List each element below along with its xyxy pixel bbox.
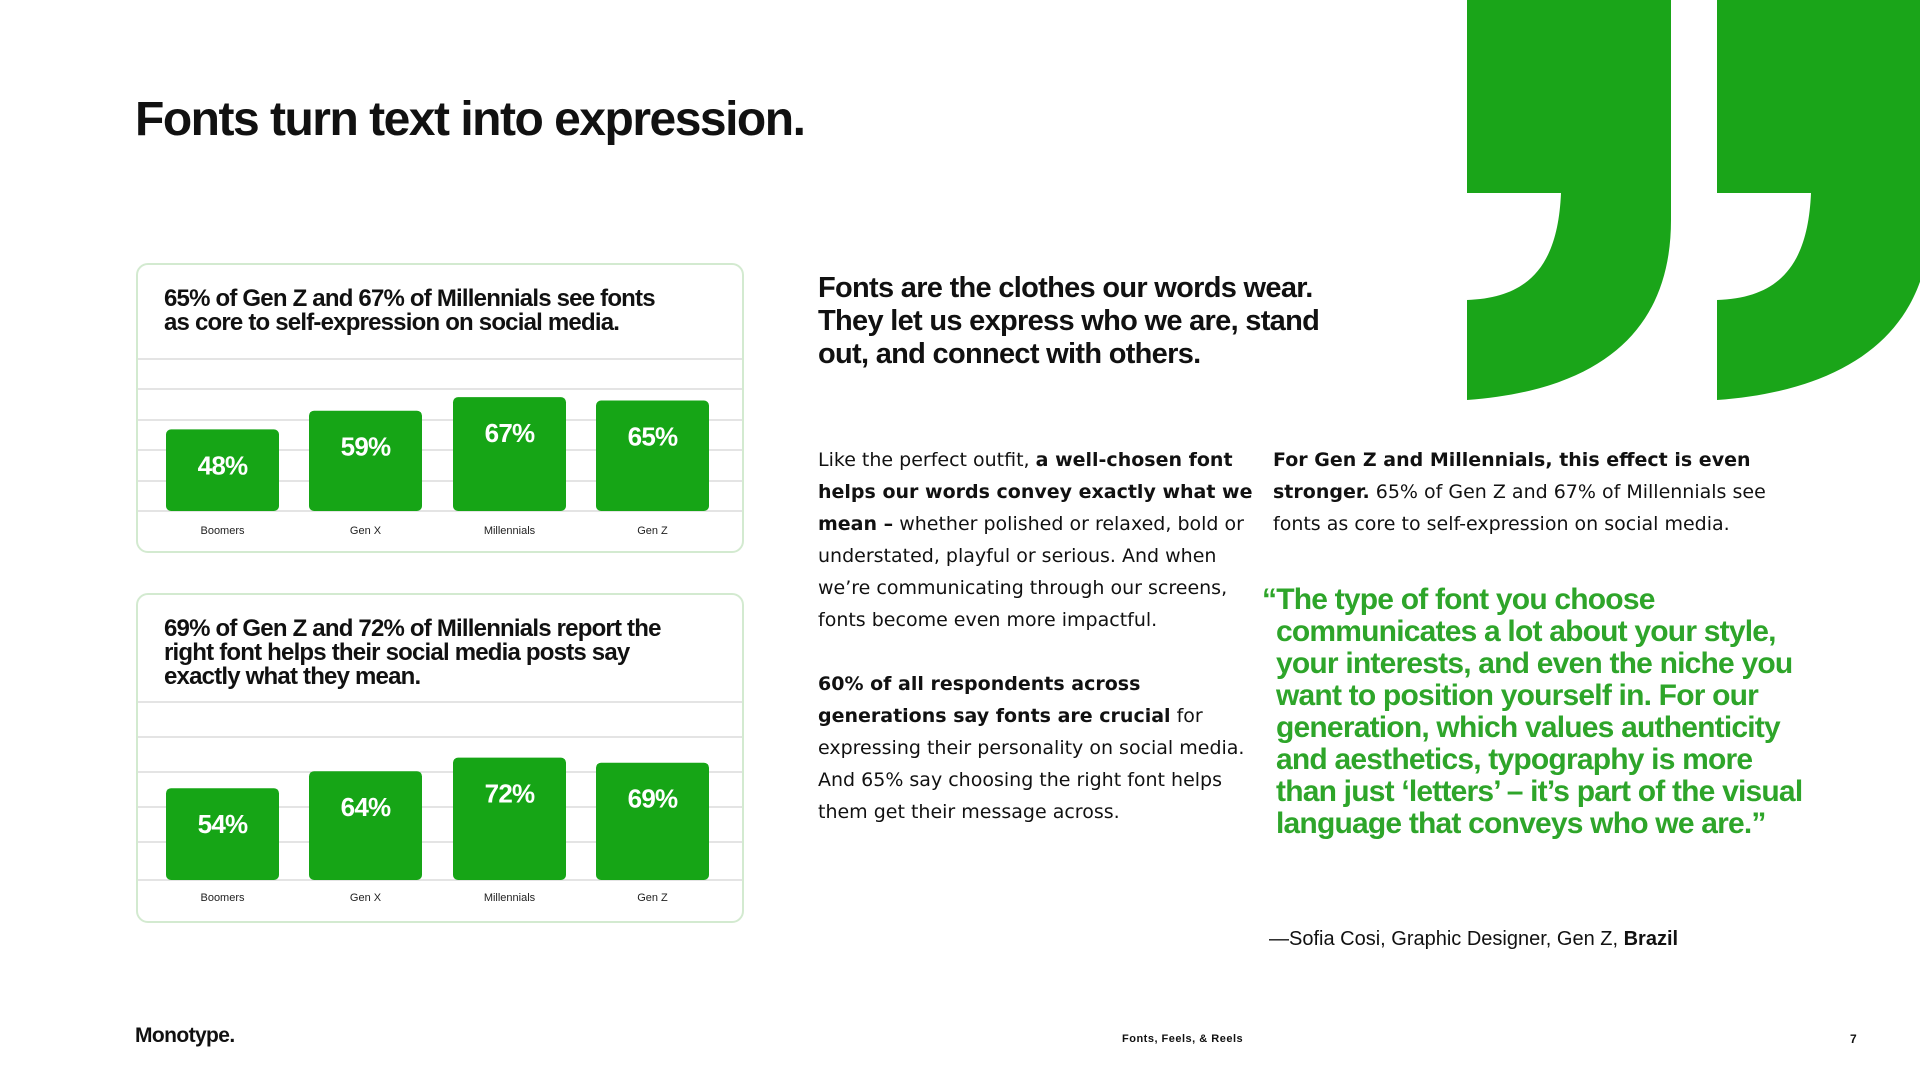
pull-quote: “The type of font you choose communicate… bbox=[1262, 583, 1803, 840]
category-label: Gen X bbox=[350, 525, 382, 537]
chart-card: 65% of Gen Z and 67% of Millennials see … bbox=[136, 263, 744, 553]
value-label: 72% bbox=[485, 778, 535, 808]
bold-text: a well-chosen font helps our words conve… bbox=[818, 449, 1253, 535]
bold-text: 60% of all respondents across generation… bbox=[818, 673, 1171, 727]
brand: Monotype. bbox=[135, 1024, 235, 1047]
bar bbox=[166, 429, 279, 511]
category-label: Boomers bbox=[200, 892, 245, 904]
attribution: —Sofia Cosi, Graphic Designer, Gen Z, Br… bbox=[1269, 928, 1678, 951]
value-label: 59% bbox=[341, 432, 391, 462]
text: Like the perfect outfit, bbox=[818, 449, 1036, 471]
page-number: 7 bbox=[1850, 1032, 1857, 1046]
chart-title: 69% of Gen Z and 72% of Millennials repo… bbox=[164, 615, 661, 690]
text: 65% of Gen Z and 67% of Millennials see … bbox=[1273, 481, 1766, 535]
chart-card: 69% of Gen Z and 72% of Millennials repo… bbox=[136, 593, 744, 923]
value-label: 65% bbox=[628, 421, 678, 451]
value-label: 64% bbox=[341, 792, 391, 822]
bar bbox=[166, 788, 279, 880]
category-label: Gen Z bbox=[637, 525, 668, 537]
quote-mark bbox=[1717, 0, 1920, 400]
paragraph: For Gen Z and Millennials, this effect i… bbox=[1273, 444, 1783, 540]
bold-text: Brazil bbox=[1623, 928, 1679, 950]
bar bbox=[596, 400, 709, 511]
chart: 48% Boomers 59% Gen X 67% Millennials 65% Gen Z bbox=[138, 358, 742, 537]
category-label: Millennials bbox=[484, 525, 536, 537]
bar bbox=[596, 762, 709, 880]
value-label: 69% bbox=[628, 784, 678, 814]
bold-text: For Gen Z and Millennials, this effect i… bbox=[1273, 449, 1751, 503]
text: whether polished or relaxed, bold or und… bbox=[818, 513, 1244, 631]
paragraph: Like the perfect outfit, a well-chosen f… bbox=[818, 444, 1258, 636]
category-label: Millennials bbox=[484, 892, 536, 904]
text: for expressing their personality on soci… bbox=[818, 705, 1245, 823]
report-name: Fonts, Feels, & Reels bbox=[1122, 1033, 1244, 1045]
statement: Fonts are the clothes our words wear. Th… bbox=[818, 272, 1320, 370]
value-label: 48% bbox=[198, 450, 248, 480]
value-label: 67% bbox=[485, 418, 535, 448]
page-title: Fonts turn text into expression. bbox=[135, 93, 806, 146]
chart-title: 65% of Gen Z and 67% of Millennials see … bbox=[164, 285, 656, 336]
quote-mark bbox=[1467, 0, 1671, 400]
category-label: Gen Z bbox=[637, 892, 668, 904]
bar bbox=[309, 771, 422, 880]
chart: 54% Boomers 64% Gen X 72% Millennials 69% Gen Z bbox=[138, 701, 742, 904]
text: —Sofia Cosi, Graphic Designer, Gen Z, bbox=[1269, 928, 1624, 950]
category-label: Boomers bbox=[200, 525, 245, 537]
category-label: Gen X bbox=[350, 892, 382, 904]
bar bbox=[309, 410, 422, 511]
paragraph: 60% of all respondents across generation… bbox=[818, 668, 1258, 828]
value-label: 54% bbox=[198, 809, 248, 839]
bar bbox=[453, 757, 566, 880]
bar bbox=[453, 397, 566, 511]
